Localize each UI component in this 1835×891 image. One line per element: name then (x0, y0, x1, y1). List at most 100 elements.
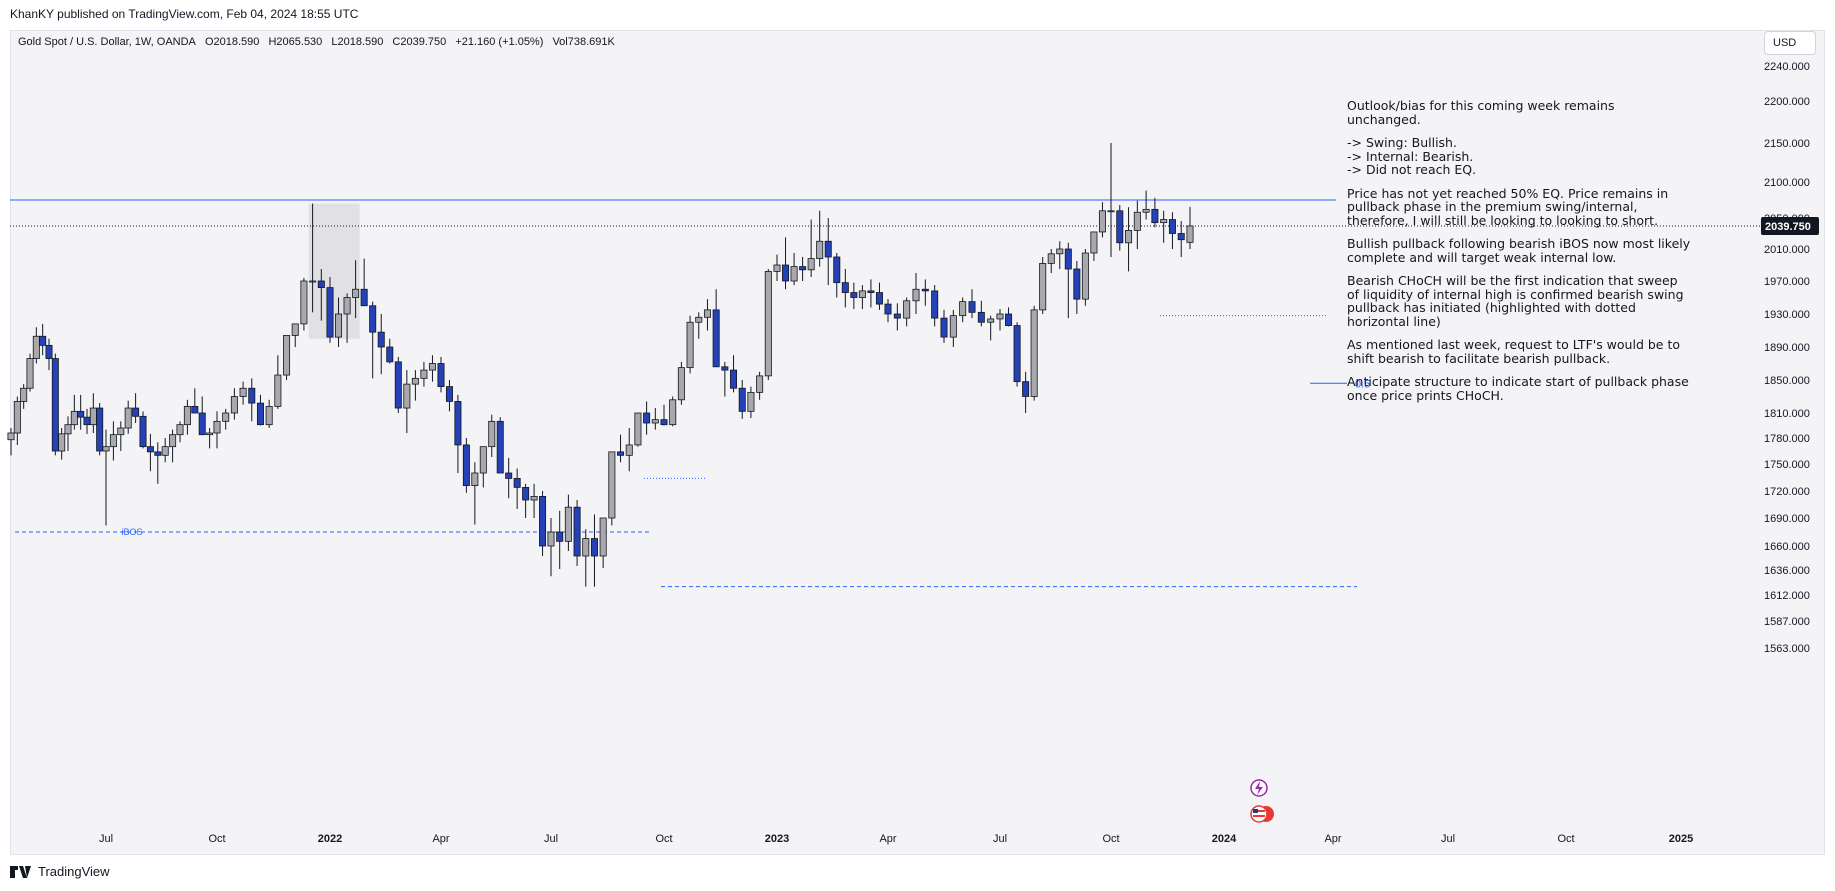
bear-candle (643, 412, 651, 424)
bear-candle (154, 451, 162, 456)
bear-candle (191, 405, 199, 414)
price-tick-label: 1563.000 (1764, 643, 1810, 655)
bear-candle (394, 361, 402, 409)
bull-candle (1125, 229, 1133, 244)
bull-candle (471, 472, 479, 487)
bear-candle (590, 538, 598, 557)
bear-candle (1005, 313, 1013, 326)
bull-candle (858, 290, 866, 298)
bull-candle (283, 335, 291, 376)
bull-candle (117, 427, 125, 436)
note-paragraph: Price has not yet reached 50% EQ. Price … (1347, 185, 1669, 228)
bull-candle (1047, 253, 1055, 264)
bull-candle (1160, 219, 1168, 224)
time-tick-label: Oct (1102, 833, 1119, 845)
bear-candle (326, 287, 334, 338)
bull-candle (183, 405, 191, 426)
note-paragraph: As mentioned last week, request to LTF's… (1347, 337, 1681, 366)
time-tick-label: Apr (432, 833, 449, 845)
bear-candle (146, 446, 154, 453)
bear-candle (445, 386, 453, 402)
symbol-legend: Gold Spot / U.S. Dollar, 1W, OANDA O2018… (18, 36, 621, 48)
bear-candle (132, 407, 140, 417)
bull-candle (903, 300, 911, 319)
bear-candle (1022, 381, 1030, 397)
time-tick-label: 2025 (1669, 833, 1693, 845)
bear-candle (496, 420, 504, 474)
price-tick-label: 1850.000 (1764, 375, 1810, 387)
bull-candle (996, 313, 1004, 320)
close-value: C2039.750 (392, 36, 447, 48)
last-price-label: 2039.750 (1765, 221, 1811, 233)
bull-candle (608, 451, 616, 519)
bull-candle (1090, 231, 1098, 254)
bear-candle (1073, 268, 1081, 300)
bull-candle (790, 266, 798, 282)
flag-stripe (1253, 815, 1265, 817)
bear-candle (83, 416, 91, 426)
bear-candle (317, 280, 325, 288)
lightning-icon (1255, 781, 1263, 795)
symbol-name[interactable]: Gold Spot / U.S. Dollar, 1W, OANDA (18, 36, 196, 48)
bear-candle (841, 282, 849, 293)
premium-zone (308, 203, 360, 339)
bear-candle (51, 358, 59, 452)
bull-candle (176, 424, 184, 436)
bear-candle (39, 335, 47, 346)
bear-candle (712, 309, 720, 368)
currency-button[interactable]: USD (1764, 31, 1816, 55)
bear-candle (454, 401, 462, 446)
bull-candle (747, 391, 755, 412)
price-tick-label: 2240.000 (1764, 61, 1810, 73)
bear-candle (45, 344, 53, 359)
bull-candle (309, 280, 317, 283)
bear-candle (1177, 233, 1185, 241)
time-tick-label: Oct (655, 833, 672, 845)
us-flag-icon (1250, 805, 1268, 823)
bull-candle (564, 506, 572, 542)
bull-candle (987, 318, 995, 323)
bull-candle (634, 412, 642, 446)
bull-candle (949, 315, 957, 338)
bull-candle (411, 377, 419, 385)
open-value: O2018.590 (204, 36, 260, 48)
bull-candle (32, 335, 40, 359)
bull-candle (206, 432, 214, 436)
header-bar: KhanKY published on TradingView.com, Feb… (0, 0, 1835, 30)
price-tick-label: 1720.000 (1764, 486, 1810, 498)
chart-area[interactable] (10, 30, 1825, 855)
note-paragraph: Outlook/bias for this coming week remain… (1347, 98, 1615, 127)
time-tick-label: Jul (544, 833, 558, 845)
bull-candle (352, 288, 360, 298)
bear-candle (360, 288, 368, 307)
bear-candle (377, 331, 385, 348)
ibos-label: iBOS (121, 527, 142, 537)
bull-candle (239, 387, 247, 397)
bear-candle (867, 290, 875, 293)
price-tick-label: 1930.000 (1764, 309, 1810, 321)
bear-candle (875, 292, 883, 305)
bear-candle (248, 387, 256, 404)
bull-candle (488, 420, 496, 448)
bear-candle (505, 472, 513, 479)
bull-candle (335, 313, 343, 338)
volume-value: Vol738.691K (552, 36, 615, 48)
bull-candle (403, 383, 411, 409)
bull-candle (582, 538, 590, 557)
bear-candle (77, 410, 85, 418)
bear-candle (1013, 325, 1021, 383)
change-value: +21.160 (+1.05%) (455, 36, 544, 48)
bull-candle (807, 258, 815, 271)
price-tick-label: 1970.000 (1764, 276, 1810, 288)
footer-brand[interactable]: TradingView (38, 864, 110, 879)
bear-candle (968, 301, 976, 313)
last-price-tag (1761, 216, 1819, 235)
price-tick-label: 2100.000 (1764, 177, 1810, 189)
bull-candle (20, 387, 28, 402)
bull-candle (265, 405, 273, 426)
bull-candle (1133, 211, 1141, 231)
tradingview-logo-icon (10, 865, 31, 878)
bull-candle (1098, 210, 1106, 233)
bull-candle (7, 432, 15, 441)
